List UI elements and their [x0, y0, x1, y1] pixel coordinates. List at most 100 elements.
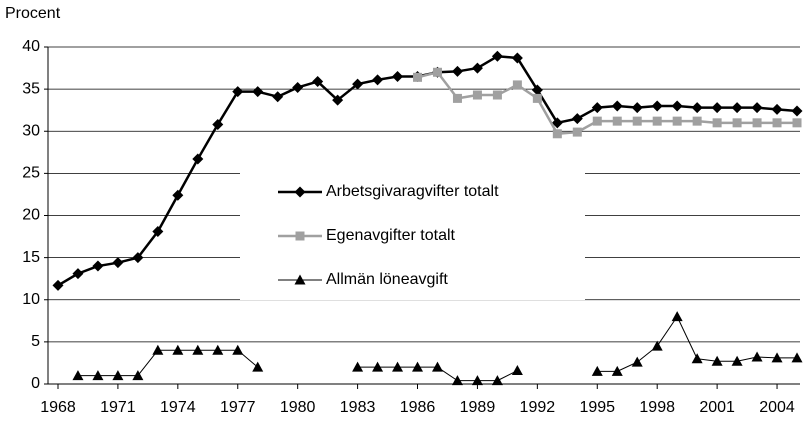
- point: [292, 81, 304, 93]
- point: [591, 102, 603, 114]
- point: [232, 86, 244, 98]
- point: [651, 340, 663, 351]
- y-tick-label: 15: [22, 249, 40, 266]
- point: [372, 74, 384, 86]
- point: [471, 375, 483, 386]
- point: [571, 113, 583, 125]
- point: [731, 355, 743, 366]
- point: [451, 65, 463, 77]
- point: [712, 118, 722, 128]
- point: [771, 103, 783, 115]
- point: [512, 80, 522, 90]
- point: [752, 118, 762, 128]
- x-tick-label: 1974: [160, 399, 196, 416]
- point: [551, 117, 563, 129]
- point: [692, 116, 702, 126]
- point: [572, 127, 582, 137]
- point: [212, 344, 224, 355]
- point: [112, 370, 124, 381]
- point: [711, 355, 723, 366]
- point: [451, 375, 463, 386]
- y-tick-label: 40: [22, 38, 40, 55]
- point: [651, 100, 663, 112]
- point: [392, 361, 404, 372]
- point: [771, 352, 783, 363]
- point: [452, 93, 462, 103]
- point: [792, 118, 802, 128]
- legend-label: Allmän löneavgift: [326, 271, 448, 288]
- point: [671, 311, 683, 322]
- point: [192, 153, 204, 165]
- point: [471, 62, 483, 74]
- point: [791, 105, 803, 117]
- point: [72, 268, 84, 280]
- point: [751, 102, 763, 114]
- point: [372, 361, 384, 372]
- point: [431, 361, 443, 372]
- point: [592, 116, 602, 126]
- x-tick-label: 1986: [400, 399, 436, 416]
- point: [152, 226, 164, 238]
- point: [392, 70, 404, 82]
- point: [671, 100, 683, 112]
- point: [172, 344, 184, 355]
- point: [92, 260, 104, 272]
- point: [272, 91, 284, 103]
- point: [672, 116, 682, 126]
- point: [491, 50, 503, 62]
- point: [412, 361, 424, 372]
- point: [252, 361, 264, 372]
- point: [312, 76, 324, 88]
- x-tick-label: 2001: [699, 399, 735, 416]
- point: [192, 344, 204, 355]
- point: [352, 78, 364, 90]
- y-tick-label: 30: [22, 122, 40, 139]
- y-tick-label: 5: [31, 333, 40, 350]
- x-tick-label: 1980: [280, 399, 316, 416]
- x-tick-label: 1995: [579, 399, 615, 416]
- x-tick-label: 1992: [520, 399, 556, 416]
- point: [711, 102, 723, 114]
- point: [532, 93, 542, 103]
- point: [491, 375, 503, 386]
- x-tick-label: 1968: [40, 399, 76, 416]
- point: [591, 365, 603, 376]
- point: [252, 86, 264, 98]
- point: [352, 361, 364, 372]
- point: [631, 102, 643, 114]
- point: [232, 344, 244, 355]
- x-tick-label: 1989: [460, 399, 496, 416]
- legend-marker: [294, 186, 306, 198]
- point: [632, 116, 642, 126]
- point: [612, 116, 622, 126]
- y-tick-label: 35: [22, 80, 40, 97]
- x-tick-label: 1998: [639, 399, 675, 416]
- y-tick-label: 10: [22, 291, 40, 308]
- x-tick-label: 2004: [759, 399, 795, 416]
- point: [652, 116, 662, 126]
- legend-label: Egenavgifter totalt: [326, 227, 456, 244]
- point: [511, 52, 523, 64]
- point: [611, 100, 623, 112]
- point: [791, 352, 803, 363]
- point: [552, 129, 562, 139]
- legend-marker: [295, 231, 305, 241]
- point: [691, 102, 703, 114]
- point: [212, 119, 224, 131]
- point: [132, 370, 144, 381]
- point: [332, 94, 344, 106]
- point: [531, 84, 543, 96]
- legend-marker: [294, 274, 306, 285]
- point: [152, 344, 164, 355]
- point: [772, 118, 782, 128]
- x-tick-label: 1977: [220, 399, 256, 416]
- point: [691, 353, 703, 364]
- point: [52, 279, 64, 291]
- point: [413, 72, 423, 82]
- point: [731, 102, 743, 114]
- x-tick-label: 1983: [340, 399, 376, 416]
- point: [72, 370, 84, 381]
- point: [611, 365, 623, 376]
- legend-label: Arbetsgivaragvifter totalt: [326, 183, 499, 200]
